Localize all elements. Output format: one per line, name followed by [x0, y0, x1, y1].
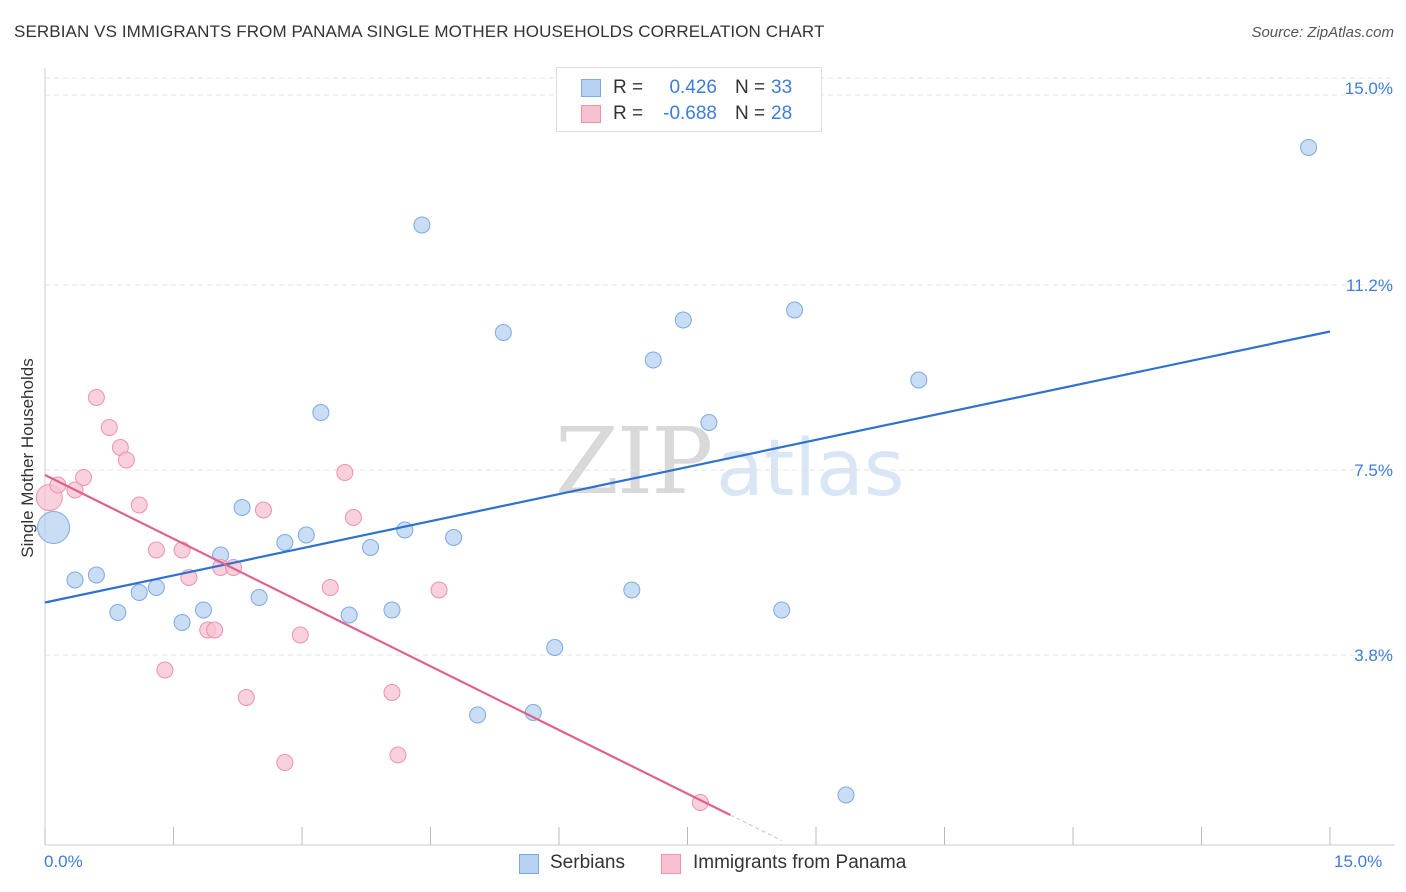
serbians-point — [700, 414, 718, 431]
panama-point — [276, 754, 294, 771]
serbians-point — [276, 534, 294, 551]
serbians-point — [147, 579, 165, 596]
panama-point — [430, 581, 448, 599]
serbians-point — [173, 614, 191, 631]
serbians-point — [494, 324, 512, 341]
serbians-point — [66, 571, 84, 589]
y-tick-label: 3.8% — [1354, 646, 1393, 665]
correlation-legend: R = 0.426 N = 33 R = -0.688 N = 28 — [556, 67, 822, 132]
panama-point — [156, 661, 174, 679]
panama-legend-swatch — [661, 854, 681, 874]
serbians-point — [109, 604, 127, 621]
n-value: 28 — [771, 103, 793, 124]
panama-point — [206, 621, 224, 639]
serbians-point — [340, 606, 358, 624]
panama-point — [291, 626, 309, 644]
n-label: N = — [735, 77, 766, 98]
serbians-legend-label: Serbians — [550, 852, 625, 873]
serbians-point — [37, 511, 71, 544]
panama-swatch — [581, 105, 601, 123]
panama-trend-extrapolation — [730, 814, 782, 842]
x-tick-label-min: 0.0% — [44, 852, 83, 871]
panama-trend-line — [44, 474, 731, 816]
serbians-point — [1300, 139, 1318, 156]
serbians-point — [623, 581, 641, 599]
panama-point — [321, 579, 339, 596]
serbians-point — [413, 216, 431, 234]
serbians-swatch — [581, 79, 601, 97]
y-axis-title: Single Mother Households — [18, 358, 37, 558]
panama-point — [237, 689, 255, 706]
panama-point — [336, 464, 354, 481]
serbians-point — [233, 499, 251, 516]
y-tick-label: 15.0% — [1344, 79, 1393, 98]
serbians-point — [297, 526, 315, 544]
r-label: R = — [613, 77, 644, 98]
serbians-point — [837, 786, 855, 804]
y-tick-label: 11.2% — [1346, 276, 1393, 295]
serbians-point — [87, 566, 105, 584]
serbians-point — [250, 589, 268, 606]
serbians-point — [644, 351, 662, 369]
r-label: R = — [613, 103, 644, 124]
panama-legend-label: Immigrants from Panama — [693, 852, 907, 873]
panama-point — [117, 451, 135, 469]
panama-point — [344, 509, 362, 526]
watermark-zip: ZIP — [555, 408, 713, 515]
serbians-legend-swatch — [519, 854, 539, 874]
panama-point — [147, 541, 165, 559]
panama-point — [254, 501, 272, 519]
serbians-point — [773, 601, 791, 619]
r-value: -0.688 — [663, 103, 717, 124]
serbians-trend-line — [44, 330, 1331, 604]
serbians-point — [546, 639, 564, 656]
n-value: 33 — [771, 77, 793, 98]
source-credit: Source: ZipAtlas.com — [1251, 24, 1394, 41]
y-tick-label: 7.5% — [1354, 461, 1393, 480]
panama-point — [389, 746, 407, 764]
serbians-point — [362, 539, 380, 556]
panama-point — [100, 419, 118, 436]
serbians-point — [469, 706, 487, 724]
x-tick-label-max: 15.0% — [1334, 852, 1383, 871]
serbians-point — [194, 601, 212, 619]
serbians-point — [312, 404, 330, 421]
panama-point — [87, 389, 105, 406]
panama-point — [383, 684, 401, 701]
serbians-point — [674, 311, 692, 329]
n-label: N = — [735, 103, 766, 124]
serbians-point — [445, 529, 463, 546]
chart-title: SERBIAN VS IMMIGRANTS FROM PANAMA SINGLE… — [14, 22, 825, 41]
panama-point — [173, 541, 191, 559]
watermark-atlas: atlas — [716, 424, 905, 514]
panama-point — [130, 496, 148, 514]
serbians-point — [910, 371, 928, 389]
serbians-point — [130, 584, 148, 601]
serbians-point — [786, 301, 804, 319]
panama-point — [75, 469, 93, 486]
r-value: 0.426 — [669, 77, 717, 98]
serbians-point — [383, 601, 401, 619]
